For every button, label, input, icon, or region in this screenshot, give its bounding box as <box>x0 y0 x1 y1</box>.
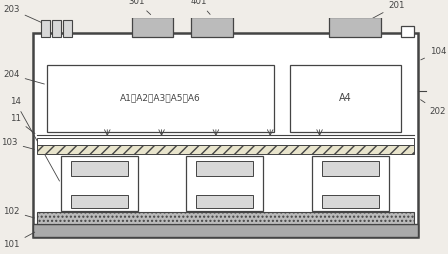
Bar <box>401 26 414 37</box>
Bar <box>132 17 173 37</box>
Bar <box>33 33 418 237</box>
Bar <box>37 146 414 154</box>
Bar <box>52 20 61 37</box>
Text: 104: 104 <box>421 47 446 60</box>
Text: 401: 401 <box>191 0 210 14</box>
Bar <box>186 156 263 211</box>
Bar <box>329 17 381 37</box>
Bar <box>71 161 128 176</box>
Bar <box>196 195 254 208</box>
Text: A4: A4 <box>339 93 352 103</box>
Text: 202: 202 <box>421 100 446 116</box>
Bar <box>290 65 401 132</box>
Bar <box>41 20 50 37</box>
Text: A1、A2、A3、A5、A6: A1、A2、A3、A5、A6 <box>120 94 201 103</box>
Text: 103: 103 <box>1 138 34 149</box>
Text: 101: 101 <box>3 232 35 249</box>
Bar <box>196 161 254 176</box>
Text: 203: 203 <box>3 5 51 26</box>
Bar <box>191 17 233 37</box>
Bar <box>37 138 414 146</box>
Text: 204: 204 <box>3 70 44 84</box>
Bar <box>63 20 72 37</box>
Bar <box>33 224 418 237</box>
Bar <box>37 212 414 224</box>
Text: 102: 102 <box>3 207 34 218</box>
Text: 11: 11 <box>10 114 35 134</box>
Bar <box>47 65 274 132</box>
Bar <box>61 156 138 211</box>
Bar <box>71 195 128 208</box>
Text: 301: 301 <box>129 0 151 14</box>
Text: 201: 201 <box>371 1 405 19</box>
Bar <box>322 195 379 208</box>
Bar <box>322 161 379 176</box>
Bar <box>312 156 389 211</box>
Text: 14: 14 <box>10 97 60 181</box>
